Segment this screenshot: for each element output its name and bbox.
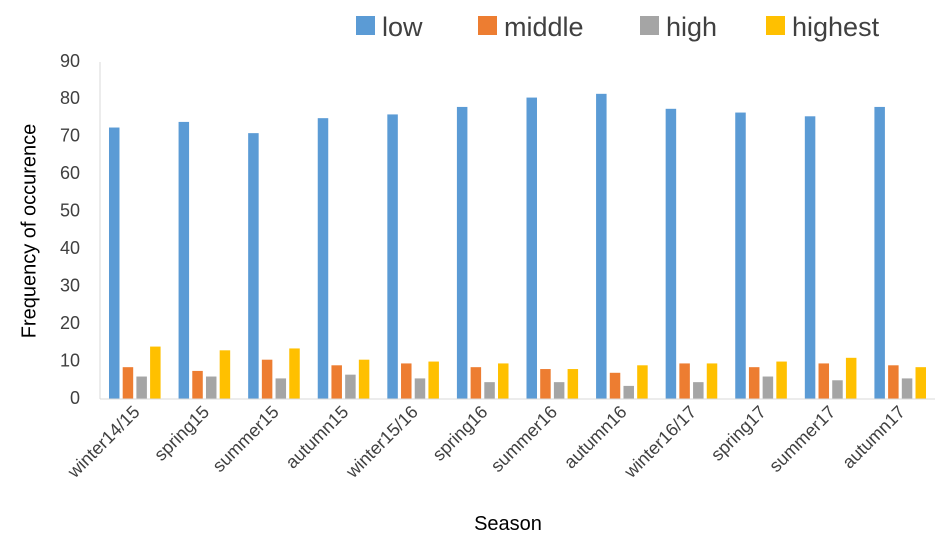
legend-label-middle: middle [504, 12, 584, 42]
legend-swatch-high [640, 16, 659, 35]
bar-highest [219, 350, 231, 399]
bar-middle [401, 363, 412, 399]
bar-middle [331, 365, 342, 399]
bar-middle [609, 372, 621, 399]
bar-low [596, 93, 607, 400]
bar-low [526, 97, 537, 400]
bar-highest [289, 348, 300, 399]
x-tick-label: autumn15 [282, 402, 353, 473]
bar-high [275, 378, 287, 399]
bar-highest [567, 369, 579, 399]
bar-middle [888, 365, 899, 399]
x-tick-label: winter15/16 [341, 402, 422, 483]
y-tick-label: 90 [60, 51, 80, 71]
bar-highest [915, 367, 927, 399]
bar-low [456, 106, 468, 399]
x-tick-label: summer17 [765, 402, 839, 476]
bar-highest [498, 363, 509, 399]
bar-middle [679, 363, 690, 399]
y-tick-label: 50 [60, 201, 80, 221]
bar-low [665, 108, 677, 400]
bar-high [832, 380, 843, 399]
bar-middle [818, 363, 830, 399]
bar-high [484, 382, 495, 399]
y-tick-label: 60 [60, 163, 80, 183]
bar-highest [150, 346, 161, 399]
bar-low [387, 114, 398, 399]
bar-low [108, 127, 120, 400]
bar-high [136, 376, 147, 399]
x-tick-label: autumn17 [838, 402, 909, 473]
bars [108, 93, 927, 400]
bar-middle [470, 367, 482, 399]
bar-middle [748, 367, 760, 399]
bar-highest [845, 357, 857, 399]
x-tick-label: winter16/17 [620, 402, 701, 483]
x-axis-ticks: winter14/15 spring15summer15autumn15winte… [63, 402, 909, 483]
bar-low [178, 121, 190, 400]
x-tick-label: spring15 [150, 402, 213, 465]
bar-middle [261, 359, 273, 399]
bar-low [248, 133, 259, 399]
legend-swatch-low [356, 16, 375, 35]
legend: low middle high highest [356, 12, 880, 42]
x-tick-label: summer16 [487, 402, 561, 476]
y-tick-label: 30 [60, 275, 80, 295]
legend-label-highest: highest [792, 12, 880, 42]
x-tick-label: spring16 [429, 402, 492, 465]
bar-high [345, 374, 356, 399]
y-tick-label: 10 [60, 350, 80, 370]
bar-highest [776, 361, 787, 399]
bar-middle [122, 367, 134, 399]
x-axis-label: Season [474, 513, 542, 535]
bar-high [693, 382, 704, 399]
bar-high [762, 376, 774, 399]
bar-middle [540, 369, 551, 399]
y-tick-label: 80 [60, 88, 80, 108]
legend-swatch-middle [478, 16, 497, 35]
x-tick-label: winter14/15 [63, 402, 144, 483]
bar-highest [428, 361, 439, 399]
legend-label-high: high [666, 12, 717, 42]
bar-high [553, 382, 565, 399]
bar-high [901, 378, 913, 399]
bar-highest [706, 363, 718, 399]
legend-label-low: low [382, 12, 423, 42]
bar-highest [637, 365, 648, 399]
bar-low [317, 118, 329, 400]
x-tick-label: autumn16 [560, 402, 631, 473]
bar-low [804, 116, 816, 400]
bar-high [414, 378, 426, 399]
bar-low [874, 106, 885, 399]
bar-highest [358, 359, 370, 399]
bar-middle [192, 370, 203, 399]
y-tick-label: 20 [60, 313, 80, 333]
bar-low [735, 112, 746, 400]
bar-high [205, 376, 217, 399]
bar-high [623, 385, 634, 399]
legend-swatch-highest [766, 16, 785, 35]
y-tick-label: 40 [60, 238, 80, 258]
y-axis-ticks: 0 10 20 30 40 50 60 70 80 90 [60, 51, 80, 408]
y-axis-label: Frequency of occurence [18, 124, 40, 339]
y-tick-label: 0 [70, 388, 80, 408]
x-tick-label: spring17 [707, 402, 770, 465]
x-tick-label: summer15 [209, 402, 283, 476]
y-tick-label: 70 [60, 126, 80, 146]
